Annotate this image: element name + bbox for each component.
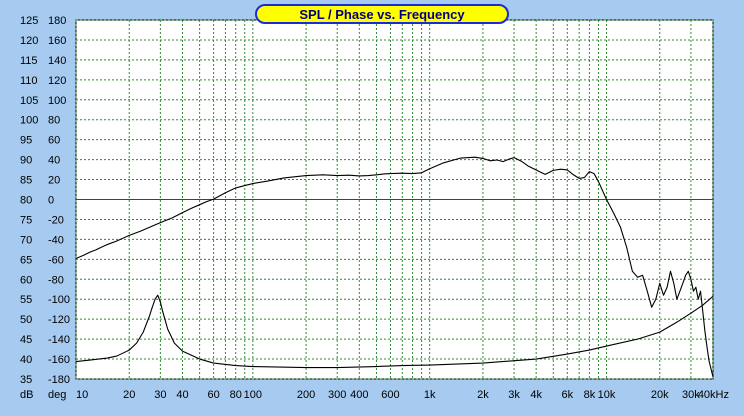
y-right-tick-label: -40 xyxy=(48,234,64,246)
x-tick-label: 40kHz xyxy=(698,389,729,401)
y-left-tick-label: 50 xyxy=(20,314,32,326)
y-left-tick-label: 110 xyxy=(20,75,38,87)
y-right-tick-label: 20 xyxy=(48,175,60,187)
y-right-tick-label: 160 xyxy=(48,35,66,47)
x-tick-label: 30k xyxy=(682,389,700,401)
x-tick-label: 600 xyxy=(381,389,399,401)
x-tick-label: 40 xyxy=(176,389,188,401)
x-tick-label: 20k xyxy=(651,389,669,401)
y-left-tick-label: 40 xyxy=(20,354,32,366)
y-right-tick-label: 80 xyxy=(48,115,60,127)
x-tick-label: 300 xyxy=(328,389,346,401)
y-right-tick-label: -140 xyxy=(48,334,70,346)
y-left-tick-label: 65 xyxy=(20,254,32,266)
x-tick-label: 10 xyxy=(76,389,88,401)
y-left-tick-label: 120 xyxy=(20,35,38,47)
x-tick-label: 100 xyxy=(244,389,262,401)
y-right-tick-label: -20 xyxy=(48,214,64,226)
y-right-tick-label: 120 xyxy=(48,75,66,87)
y-left-tick-label: 75 xyxy=(20,214,32,226)
x-tick-label: 30 xyxy=(154,389,166,401)
y-left-tick-label: 80 xyxy=(20,195,32,207)
y-right-tick-label: 60 xyxy=(48,135,60,147)
y-right-unit-label: deg xyxy=(48,389,66,401)
series-layer xyxy=(75,156,714,378)
y-left-unit-label: dB xyxy=(20,389,33,401)
x-tick-label: 1k xyxy=(424,389,436,401)
y-right-tick-label: -120 xyxy=(48,314,70,326)
y-left-tick-label: 45 xyxy=(20,334,32,346)
y-right-tick-label: -100 xyxy=(48,294,70,306)
y-left-tick-label: 100 xyxy=(20,115,38,127)
y-left-tick-label: 70 xyxy=(20,234,32,246)
x-tick-label: 200 xyxy=(297,389,315,401)
chart-title: SPL / Phase vs. Frequency xyxy=(255,4,509,24)
spl-curve xyxy=(75,156,714,378)
y-right-tick-label: -160 xyxy=(48,354,70,366)
x-tick-label: 60 xyxy=(207,389,219,401)
y-left-tick-label: 105 xyxy=(20,95,38,107)
x-tick-label: 8k xyxy=(584,389,596,401)
y-right-tick-label: 0 xyxy=(48,195,54,207)
x-tick-label: 4k xyxy=(530,389,542,401)
y-left-tick-label: 95 xyxy=(20,135,32,147)
x-tick-label: 10k xyxy=(598,389,616,401)
tick-label-layer: 1251201151101051009590858075706560555045… xyxy=(20,15,729,401)
y-left-tick-label: 35 xyxy=(20,374,32,386)
y-right-tick-label: 40 xyxy=(48,155,60,167)
y-left-tick-label: 85 xyxy=(20,175,32,187)
y-right-tick-label: -180 xyxy=(48,374,70,386)
y-right-tick-label: -60 xyxy=(48,254,64,266)
x-tick-label: 2k xyxy=(477,389,489,401)
x-tick-label: 3k xyxy=(508,389,520,401)
y-left-tick-label: 115 xyxy=(20,55,38,67)
y-left-tick-label: 55 xyxy=(20,294,32,306)
x-tick-label: 80 xyxy=(230,389,242,401)
y-right-tick-label: 140 xyxy=(48,55,66,67)
phase-curve xyxy=(75,294,714,369)
y-left-tick-label: 125 xyxy=(20,15,38,27)
x-tick-label: 20 xyxy=(123,389,135,401)
x-tick-label: 400 xyxy=(350,389,368,401)
x-tick-label: 6k xyxy=(561,389,573,401)
y-left-tick-label: 90 xyxy=(20,155,32,167)
y-right-tick-label: 180 xyxy=(48,15,66,27)
y-right-tick-label: 100 xyxy=(48,95,66,107)
y-right-tick-label: -80 xyxy=(48,274,64,286)
y-left-tick-label: 60 xyxy=(20,274,32,286)
